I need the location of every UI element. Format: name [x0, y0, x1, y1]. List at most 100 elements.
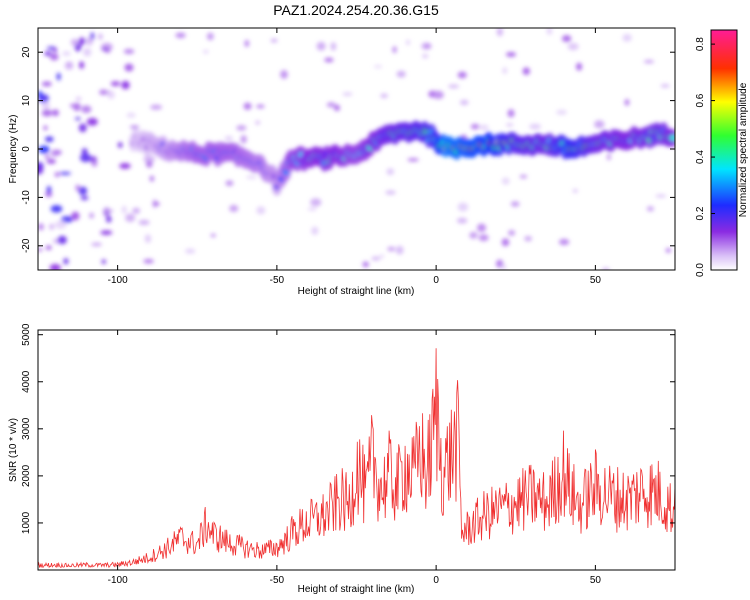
spectrogram-speckle	[601, 267, 610, 270]
spectrogram-speckle	[62, 51, 71, 56]
spectrogram-speckle	[203, 49, 209, 54]
spectrogram-speckle	[556, 109, 568, 115]
snr-plot-area	[38, 348, 675, 569]
x-tick-label: -50	[270, 575, 285, 586]
spectrogram-speckle	[432, 90, 444, 100]
spectrogram-speckle	[43, 125, 48, 131]
spectrogram-speckle	[52, 48, 58, 53]
spectrogram-speckle	[38, 90, 43, 98]
spectrogram-speckle	[56, 72, 61, 81]
spectrogram-speckle	[459, 99, 469, 106]
x-tick-label: -100	[108, 575, 128, 586]
spectrogram-speckle	[243, 102, 252, 110]
spectrogram-speckle	[53, 149, 62, 155]
spectrogram-speckle	[64, 62, 74, 70]
spectrogram-speckle	[78, 123, 87, 133]
spectrogram-speckle	[78, 37, 86, 46]
colorbar: 0.0 0.2 0.4 0.6 0.8 Normalized spectral ampl…	[695, 29, 749, 277]
colorbar-tick-label: 0.6	[695, 93, 706, 107]
spectrogram-speckle	[110, 81, 121, 87]
spectrogram-y-axis-label: Frequency (Hz)	[8, 115, 19, 184]
spectrogram-speckle	[407, 158, 419, 162]
spectrogram-speckle	[38, 247, 43, 252]
spectrogram-speckle	[80, 195, 89, 201]
y-tick-label: 0	[21, 146, 32, 152]
spectrogram-speckle	[280, 70, 288, 79]
spectrogram-speckle	[507, 109, 515, 118]
spectrogram-speckle	[245, 175, 258, 180]
spectrogram-speckle	[63, 258, 69, 265]
colorbar-gradient	[711, 30, 737, 270]
spectrogram-speckle	[107, 90, 115, 100]
spectrogram-y-ticks: -20 -10 0 10 20	[21, 46, 675, 253]
spectrogram-speckle	[54, 171, 60, 178]
spectrogram-speckle	[101, 47, 110, 51]
spectrogram-speckle	[70, 103, 75, 108]
spectrogram-speckle	[324, 57, 334, 63]
spectrogram-speckle	[307, 207, 317, 211]
spectrogram-speckle	[333, 104, 341, 112]
spectrogram-speckle	[121, 205, 127, 214]
spectrogram-speckle	[524, 236, 532, 242]
y-tick-label: 2000	[21, 464, 32, 487]
spectrogram-speckle	[311, 226, 319, 235]
spectrogram-speckle	[456, 217, 468, 224]
y-tick-label: 3000	[21, 417, 32, 440]
spectrogram-speckle	[387, 246, 396, 252]
colorbar-ticks: 0.0 0.2 0.4 0.6 0.8	[695, 37, 715, 277]
spectrogram-speckle	[123, 48, 135, 54]
spectrogram-speckle	[146, 160, 153, 168]
spectrogram-speckle	[225, 180, 234, 187]
spectrogram-speckle	[44, 154, 50, 159]
spectrogram-speckle	[572, 189, 578, 193]
spectrogram-speckle	[70, 38, 79, 46]
spectrogram-speckle	[270, 38, 278, 43]
y-tick-label: 4000	[21, 370, 32, 393]
spectrogram-speckle	[99, 89, 108, 95]
spectrogram-speckle	[81, 105, 92, 114]
colorbar-tick-label: 0.8	[695, 37, 706, 51]
spectrogram-speckle	[326, 102, 336, 108]
spectrogram-speckle	[229, 204, 239, 213]
spectrogram-speckle	[119, 162, 131, 170]
spectrogram-speckle	[373, 65, 383, 69]
spectrogram-speckle	[117, 142, 123, 149]
spectrogram-speckle	[90, 32, 95, 40]
spectrogram-speckle	[57, 235, 67, 245]
spectrogram-speckle	[46, 159, 56, 164]
y-tick-label: 1000	[21, 511, 32, 534]
spectrogram-speckle	[105, 215, 112, 223]
spectrogram-speckle	[86, 117, 98, 126]
spectrogram-speckle	[44, 191, 53, 198]
spectrogram-x-axis-label: Height of straight line (km)	[298, 286, 415, 297]
spectrogram-speckle	[210, 233, 216, 237]
spectrogram-speckle	[643, 59, 655, 64]
snr-x-ticks: -100 -50 0 50	[108, 330, 602, 586]
spectrogram-speckle	[206, 32, 214, 41]
snr-series-line	[38, 348, 675, 569]
spectrogram-speckle	[125, 213, 136, 223]
spectrogram-speckle	[143, 259, 154, 264]
spectrogram-speckle	[59, 171, 72, 176]
spectrogram-speckle	[362, 261, 369, 268]
spectrogram-speckle	[91, 242, 102, 247]
spectrogram-speckle	[41, 101, 51, 110]
spectrogram-speckle	[138, 219, 150, 226]
spectrogram-speckle	[153, 202, 160, 206]
spectrogram-speckle	[558, 238, 570, 246]
snr-background	[38, 330, 675, 570]
y-tick-label: 10	[21, 95, 32, 107]
spectrogram-x-ticks: -100 -50 0 50	[108, 28, 601, 286]
spectrogram-speckle	[510, 201, 520, 207]
spectrogram-speckle	[49, 263, 61, 270]
spectrogram-speckle	[448, 84, 460, 89]
figure-title: PAZ1.2024.254.20.36.G15	[273, 2, 439, 18]
spectrogram-speckle	[646, 206, 654, 212]
spectrogram-speckle	[79, 61, 85, 69]
y-tick-label: 5000	[21, 323, 32, 346]
spectrogram-speckle	[50, 205, 63, 213]
spectrogram-speckle	[124, 63, 134, 72]
x-tick-label: 50	[590, 575, 602, 586]
colorbar-label: Normalized spectral amplitude	[738, 82, 749, 217]
